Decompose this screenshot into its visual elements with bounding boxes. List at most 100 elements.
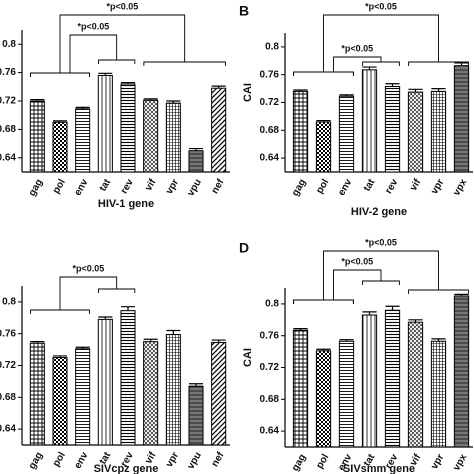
y-tick-label: 0.72 bbox=[260, 97, 280, 108]
panel: 0.640.680.720.760.8gagpolenvtatrevvifvpr… bbox=[0, 263, 230, 474]
bar bbox=[211, 87, 227, 173]
x-tick-label: gag bbox=[27, 177, 45, 198]
error-bar bbox=[211, 339, 226, 343]
bar bbox=[52, 357, 68, 446]
bar bbox=[407, 321, 424, 448]
bar bbox=[315, 121, 332, 173]
bar bbox=[430, 340, 447, 448]
x-axis-label: HIV-1 gene bbox=[98, 198, 154, 210]
x-tick-label: gag bbox=[290, 452, 308, 473]
x-tick-label: vpx bbox=[451, 452, 469, 473]
annotation: *p<0.05 bbox=[77, 21, 109, 31]
annotation: *p<0.05 bbox=[106, 1, 138, 11]
x-tick-label: vpr bbox=[429, 452, 446, 471]
y-tick-label: 0.76 bbox=[260, 69, 280, 80]
x-tick-label: rev bbox=[119, 177, 136, 196]
x-tick-label: pol bbox=[51, 450, 68, 469]
error-bar bbox=[98, 72, 113, 76]
error-bar bbox=[385, 305, 400, 311]
error-bar bbox=[385, 83, 400, 87]
error-bar bbox=[188, 383, 204, 387]
x-tick-label: vpr bbox=[164, 177, 181, 196]
bar bbox=[97, 318, 113, 446]
bar bbox=[143, 341, 159, 446]
y-tick-label: 0.8 bbox=[2, 297, 16, 308]
x-tick-label: vif bbox=[408, 177, 424, 193]
error-bar bbox=[454, 293, 469, 296]
error-bar bbox=[143, 98, 158, 101]
y-tick-label: 0.68 bbox=[260, 394, 280, 405]
x-tick-label: env bbox=[72, 450, 90, 471]
y-tick-label: 0.68 bbox=[260, 125, 280, 136]
x-axis-label: HIV-2 gene bbox=[351, 206, 407, 218]
x-tick-label: pol bbox=[314, 452, 331, 471]
x-tick-label: vpu bbox=[185, 450, 203, 471]
bar bbox=[453, 295, 470, 448]
error-bar bbox=[408, 88, 423, 93]
bar bbox=[29, 342, 45, 446]
error-bar bbox=[431, 88, 446, 92]
error-bar bbox=[316, 348, 331, 351]
error-bar bbox=[120, 81, 136, 84]
error-bar bbox=[188, 147, 204, 151]
bar bbox=[211, 341, 227, 446]
y-tick-label: 0.8 bbox=[265, 299, 279, 310]
bar bbox=[315, 350, 332, 448]
annotation: *p<0.05 bbox=[341, 43, 373, 53]
bar bbox=[292, 329, 309, 448]
bar bbox=[165, 102, 181, 173]
x-tick-label: pol bbox=[314, 177, 331, 196]
y-tick-label: 0.64 bbox=[0, 152, 16, 163]
y-tick-label: 0.72 bbox=[260, 362, 280, 373]
y-tick-label: 0.76 bbox=[260, 330, 280, 341]
x-tick-label: vif bbox=[408, 452, 424, 468]
x-axis-label: SIVsmm gene bbox=[343, 463, 415, 474]
annotation: *p<0.05 bbox=[72, 263, 104, 273]
error-bar bbox=[52, 355, 68, 358]
bar bbox=[143, 99, 159, 173]
x-axis-label: SIVcpz gene bbox=[94, 463, 159, 474]
annotation: *p<0.05 bbox=[365, 1, 397, 11]
y-tick-label: 0.76 bbox=[0, 328, 16, 339]
significance-bracket bbox=[293, 56, 400, 76]
bar bbox=[29, 100, 45, 173]
error-bar bbox=[120, 306, 136, 311]
x-tick-label: tat bbox=[98, 177, 114, 194]
x-tick-label: env bbox=[336, 177, 354, 198]
annotation: *p<0.05 bbox=[365, 237, 397, 247]
error-bar bbox=[454, 62, 469, 66]
bar bbox=[120, 310, 136, 446]
error-bar bbox=[339, 94, 354, 97]
significance-bracket bbox=[30, 276, 136, 314]
x-tick-label: gag bbox=[290, 177, 308, 198]
panel-label: B bbox=[239, 3, 249, 19]
error-bar bbox=[316, 119, 331, 122]
error-bar bbox=[166, 329, 181, 335]
x-tick-label: env bbox=[72, 177, 90, 198]
y-tick-label: 0.72 bbox=[0, 360, 16, 371]
bar bbox=[361, 314, 378, 448]
bar bbox=[361, 69, 378, 173]
error-bar bbox=[211, 85, 226, 89]
y-axis-label: CAI bbox=[242, 83, 254, 102]
significance-bracket bbox=[293, 269, 400, 304]
y-tick-label: 0.76 bbox=[0, 67, 16, 78]
bar bbox=[430, 90, 447, 173]
significance-bracket bbox=[30, 14, 226, 77]
y-tick-label: 0.68 bbox=[0, 392, 16, 403]
x-tick-label: nef bbox=[210, 450, 227, 469]
bar bbox=[188, 150, 204, 173]
bar bbox=[407, 91, 424, 173]
bar bbox=[75, 348, 91, 446]
bar bbox=[338, 340, 355, 448]
y-tick-label: 0.8 bbox=[2, 39, 16, 50]
bar bbox=[384, 309, 401, 448]
error-bar bbox=[339, 339, 354, 342]
significance-bracket bbox=[293, 14, 469, 76]
error-bar bbox=[52, 120, 68, 123]
x-tick-label: vpx bbox=[451, 177, 469, 198]
error-bar bbox=[75, 346, 90, 349]
x-tick-label: vpr bbox=[164, 450, 181, 469]
bar bbox=[188, 385, 204, 446]
